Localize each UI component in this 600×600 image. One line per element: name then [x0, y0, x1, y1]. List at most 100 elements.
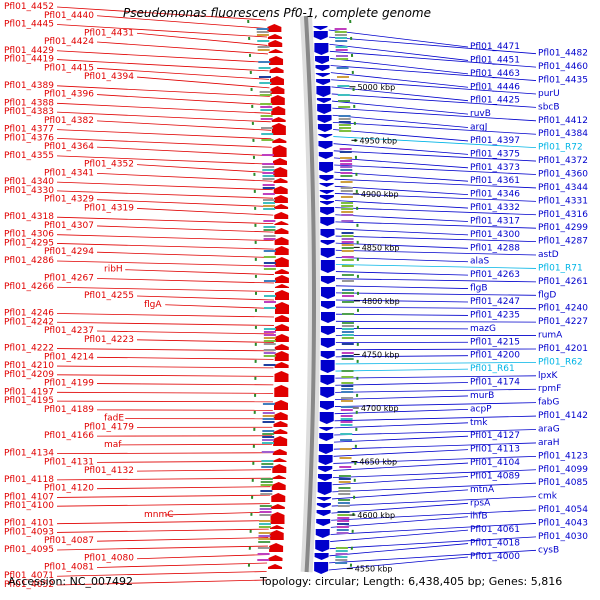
right-gene-label[interactable]: flgD: [538, 290, 556, 300]
right-gene-label[interactable]: Pfl01_4288: [470, 243, 520, 253]
left-gene-label[interactable]: Pfl01_4131: [44, 457, 94, 467]
left-gene-label[interactable]: Pfl01_4452: [4, 2, 54, 12]
right-gene-label[interactable]: Pfl01_4127: [470, 431, 520, 441]
right-gene-label[interactable]: Pfl01_4360: [538, 170, 588, 180]
right-gene-label[interactable]: Pfl01_4085: [538, 478, 588, 488]
right-gene-label[interactable]: Pfl01_4471: [470, 42, 520, 52]
right-gene-label[interactable]: argJ: [470, 123, 487, 133]
left-gene-label[interactable]: Pfl01_4107: [4, 492, 54, 502]
right-gene-label[interactable]: Pfl01_4299: [538, 223, 588, 233]
left-gene-label[interactable]: Pfl01_4267: [44, 273, 94, 283]
left-gene-label[interactable]: Pfl01_4389: [4, 81, 54, 91]
left-gene-label[interactable]: Pfl01_4431: [84, 28, 134, 38]
left-gene-label[interactable]: Pfl01_4237: [44, 326, 94, 336]
left-gene-label[interactable]: Pfl01_4286: [4, 256, 54, 266]
left-gene-label[interactable]: Pfl01_4223: [84, 335, 134, 345]
left-gene-label[interactable]: Pfl01_4266: [4, 282, 54, 292]
right-gene-label[interactable]: lpxK: [538, 371, 559, 381]
right-gene-label[interactable]: Pfl01_4300: [470, 230, 520, 240]
left-gene-label[interactable]: Pfl01_4222: [4, 344, 54, 354]
right-gene-label[interactable]: Pfl01_4061: [470, 525, 520, 535]
left-gene-label[interactable]: mnmC: [144, 510, 174, 520]
right-gene-label[interactable]: Pfl01_4263: [470, 270, 520, 280]
left-gene-label[interactable]: Pfl01_4294: [44, 247, 94, 257]
right-gene-label[interactable]: sbcB: [538, 102, 560, 112]
right-gene-label[interactable]: Pfl01_4201: [538, 344, 588, 354]
left-gene-label[interactable]: Pfl01_4199: [44, 379, 94, 389]
left-gene-label[interactable]: Pfl01_4095: [4, 545, 54, 555]
right-gene-label[interactable]: Pfl01_4054: [538, 505, 588, 515]
right-gene-label[interactable]: Pfl01_4372: [538, 156, 588, 166]
right-gene-label[interactable]: Pfl01_4384: [538, 129, 588, 139]
left-gene-label[interactable]: maf: [104, 440, 122, 450]
right-gene-label[interactable]: Pfl01_4446: [470, 82, 520, 92]
right-gene-label[interactable]: Pfl01_R72: [538, 143, 583, 153]
left-gene-label[interactable]: Pfl01_4318: [4, 212, 54, 222]
left-gene-label[interactable]: Pfl01_4120: [44, 484, 94, 494]
left-gene-label[interactable]: Pfl01_4415: [44, 63, 94, 73]
right-gene-label[interactable]: Pfl01_R62: [538, 357, 583, 367]
right-gene-label[interactable]: Pfl01_4332: [470, 203, 520, 213]
right-gene-label[interactable]: Pfl01_4331: [538, 196, 588, 206]
right-gene-label[interactable]: Pfl01_4123: [538, 451, 588, 461]
left-gene-label[interactable]: Pfl01_4329: [44, 195, 94, 205]
right-gene-label[interactable]: Pfl01_4000: [470, 552, 520, 562]
left-gene-label[interactable]: Pfl01_4166: [44, 431, 94, 441]
right-gene-label[interactable]: alaS: [470, 257, 490, 267]
left-gene-label[interactable]: Pfl01_4093: [4, 527, 54, 537]
left-gene-label[interactable]: Pfl01_4330: [4, 186, 54, 196]
left-gene-label[interactable]: flgA: [144, 300, 162, 310]
right-gene-label[interactable]: Pfl01_4227: [538, 317, 588, 327]
right-gene-label[interactable]: Pfl01_4142: [538, 411, 588, 421]
left-gene-label[interactable]: Pfl01_4214: [44, 352, 94, 362]
left-gene-label[interactable]: Pfl01_4189: [44, 405, 94, 415]
right-gene-label[interactable]: Pfl01_4316: [538, 210, 588, 220]
right-gene-label[interactable]: fabG: [538, 398, 559, 408]
right-gene-label[interactable]: murB: [470, 391, 494, 401]
left-gene-label[interactable]: Pfl01_4209: [4, 370, 54, 380]
right-gene-label[interactable]: Pfl01_4317: [470, 216, 520, 226]
right-gene-label[interactable]: Pfl01_4089: [470, 471, 520, 481]
right-gene-label[interactable]: Pfl01_4375: [470, 149, 520, 159]
left-gene-label[interactable]: Pfl01_4132: [84, 466, 134, 476]
left-gene-label[interactable]: Pfl01_4087: [44, 536, 94, 546]
left-gene-label[interactable]: Pfl01_4081: [44, 562, 94, 572]
left-gene-label[interactable]: Pfl01_4295: [4, 238, 54, 248]
left-gene-label[interactable]: ribH: [104, 265, 123, 275]
left-gene-label[interactable]: Pfl01_4382: [44, 116, 94, 126]
right-gene-label[interactable]: Pfl01_4240: [538, 304, 588, 314]
left-gene-label[interactable]: Pfl01_4396: [44, 90, 94, 100]
right-gene-label[interactable]: Pfl01_4346: [470, 190, 520, 200]
left-gene-label[interactable]: Pfl01_4388: [4, 98, 54, 108]
left-gene-label[interactable]: Pfl01_4134: [4, 449, 54, 459]
left-gene-label[interactable]: Pfl01_4376: [4, 133, 54, 143]
right-gene-label[interactable]: mazG: [470, 324, 496, 334]
right-gene-label[interactable]: Pfl01_4200: [470, 351, 520, 361]
right-gene-label[interactable]: Pfl01_4030: [538, 532, 588, 542]
right-gene-label[interactable]: Pfl01_4247: [470, 297, 520, 307]
left-gene-label[interactable]: Pfl01_4352: [84, 160, 134, 170]
right-gene-label[interactable]: Pfl01_4361: [470, 176, 520, 186]
right-gene-label[interactable]: Pfl01_4373: [470, 163, 520, 173]
right-gene-label[interactable]: Pfl01_4174: [470, 378, 520, 388]
left-gene-label[interactable]: Pfl01_4071: [4, 571, 54, 581]
right-gene-label[interactable]: Pfl01_4397: [470, 136, 520, 146]
left-gene-label[interactable]: Pfl01_4100: [4, 501, 54, 511]
left-gene-label[interactable]: Pfl01_4255: [84, 291, 134, 301]
right-gene-label[interactable]: Pfl01_4425: [470, 96, 520, 106]
right-gene-label[interactable]: astD: [538, 250, 559, 260]
right-gene-label[interactable]: Pfl01_4099: [538, 465, 588, 475]
left-gene-label[interactable]: Pfl01_4445: [4, 20, 54, 30]
left-gene-label[interactable]: Pfl01_4306: [4, 230, 54, 240]
left-gene-label[interactable]: Pfl01_4340: [4, 177, 54, 187]
right-gene-label[interactable]: Pfl01_4344: [538, 183, 588, 193]
right-gene-label[interactable]: purU: [538, 89, 560, 99]
left-gene-label[interactable]: Pfl01_4101: [4, 519, 54, 529]
right-gene-label[interactable]: araG: [538, 425, 560, 435]
left-gene-label[interactable]: Pfl01_4355: [4, 151, 54, 161]
left-gene-label[interactable]: Pfl01_4118: [4, 475, 54, 485]
left-gene-label[interactable]: Pfl01_4052: [4, 580, 54, 590]
left-gene-label[interactable]: Pfl01_4307: [44, 221, 94, 231]
left-gene-label[interactable]: Pfl01_4364: [44, 142, 94, 152]
right-gene-label[interactable]: Pfl01_R71: [538, 263, 583, 273]
